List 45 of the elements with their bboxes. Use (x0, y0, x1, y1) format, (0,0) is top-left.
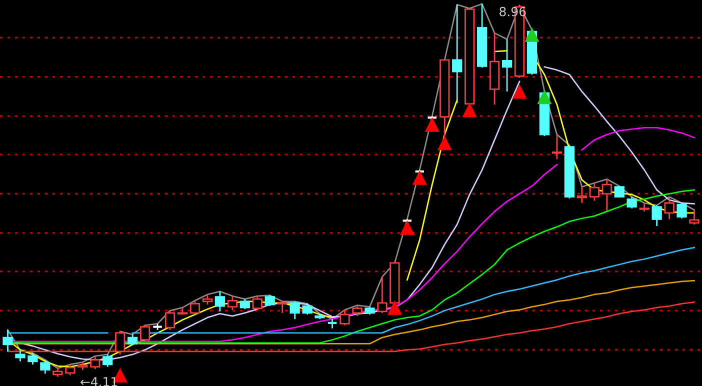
candlestick (15, 349, 26, 362)
candlestick (2, 329, 13, 352)
point (412, 170, 427, 185)
candlestick (214, 290, 225, 312)
candlestick (626, 196, 637, 210)
candlestick (452, 4, 462, 104)
candlestick (290, 300, 300, 320)
point (512, 84, 527, 99)
candlestick (302, 303, 312, 316)
candlestick (127, 334, 138, 346)
candlestick (340, 309, 350, 326)
candlestick (602, 178, 612, 212)
candlestick (652, 204, 662, 227)
point (387, 300, 402, 315)
candlestick (264, 294, 275, 307)
candlestick (65, 364, 76, 376)
annotation: ←4.11 (80, 377, 118, 386)
point (424, 117, 440, 132)
candlestick (190, 300, 200, 316)
candlestick (664, 196, 674, 220)
candlestick (140, 324, 150, 343)
candlestick (28, 352, 38, 366)
point (524, 27, 540, 42)
point (462, 102, 477, 118)
candlestick (102, 354, 113, 368)
point (537, 90, 552, 104)
candlestick (240, 298, 250, 310)
candlestick (227, 295, 238, 311)
candlestick (589, 182, 600, 202)
candlestick (352, 304, 362, 317)
candlestick (676, 202, 687, 220)
candlestick (689, 209, 700, 226)
candlestick (164, 310, 176, 331)
candlestick (252, 295, 262, 311)
candlestick (326, 318, 338, 330)
candlestick (377, 276, 388, 314)
candlestick (576, 186, 587, 204)
candlestick (202, 294, 213, 306)
candlestick (552, 134, 562, 160)
point (437, 136, 452, 150)
candlestick (90, 355, 100, 370)
candlestick (502, 38, 512, 92)
candlestick (277, 300, 288, 314)
point (400, 220, 414, 235)
candlestick (40, 359, 50, 374)
